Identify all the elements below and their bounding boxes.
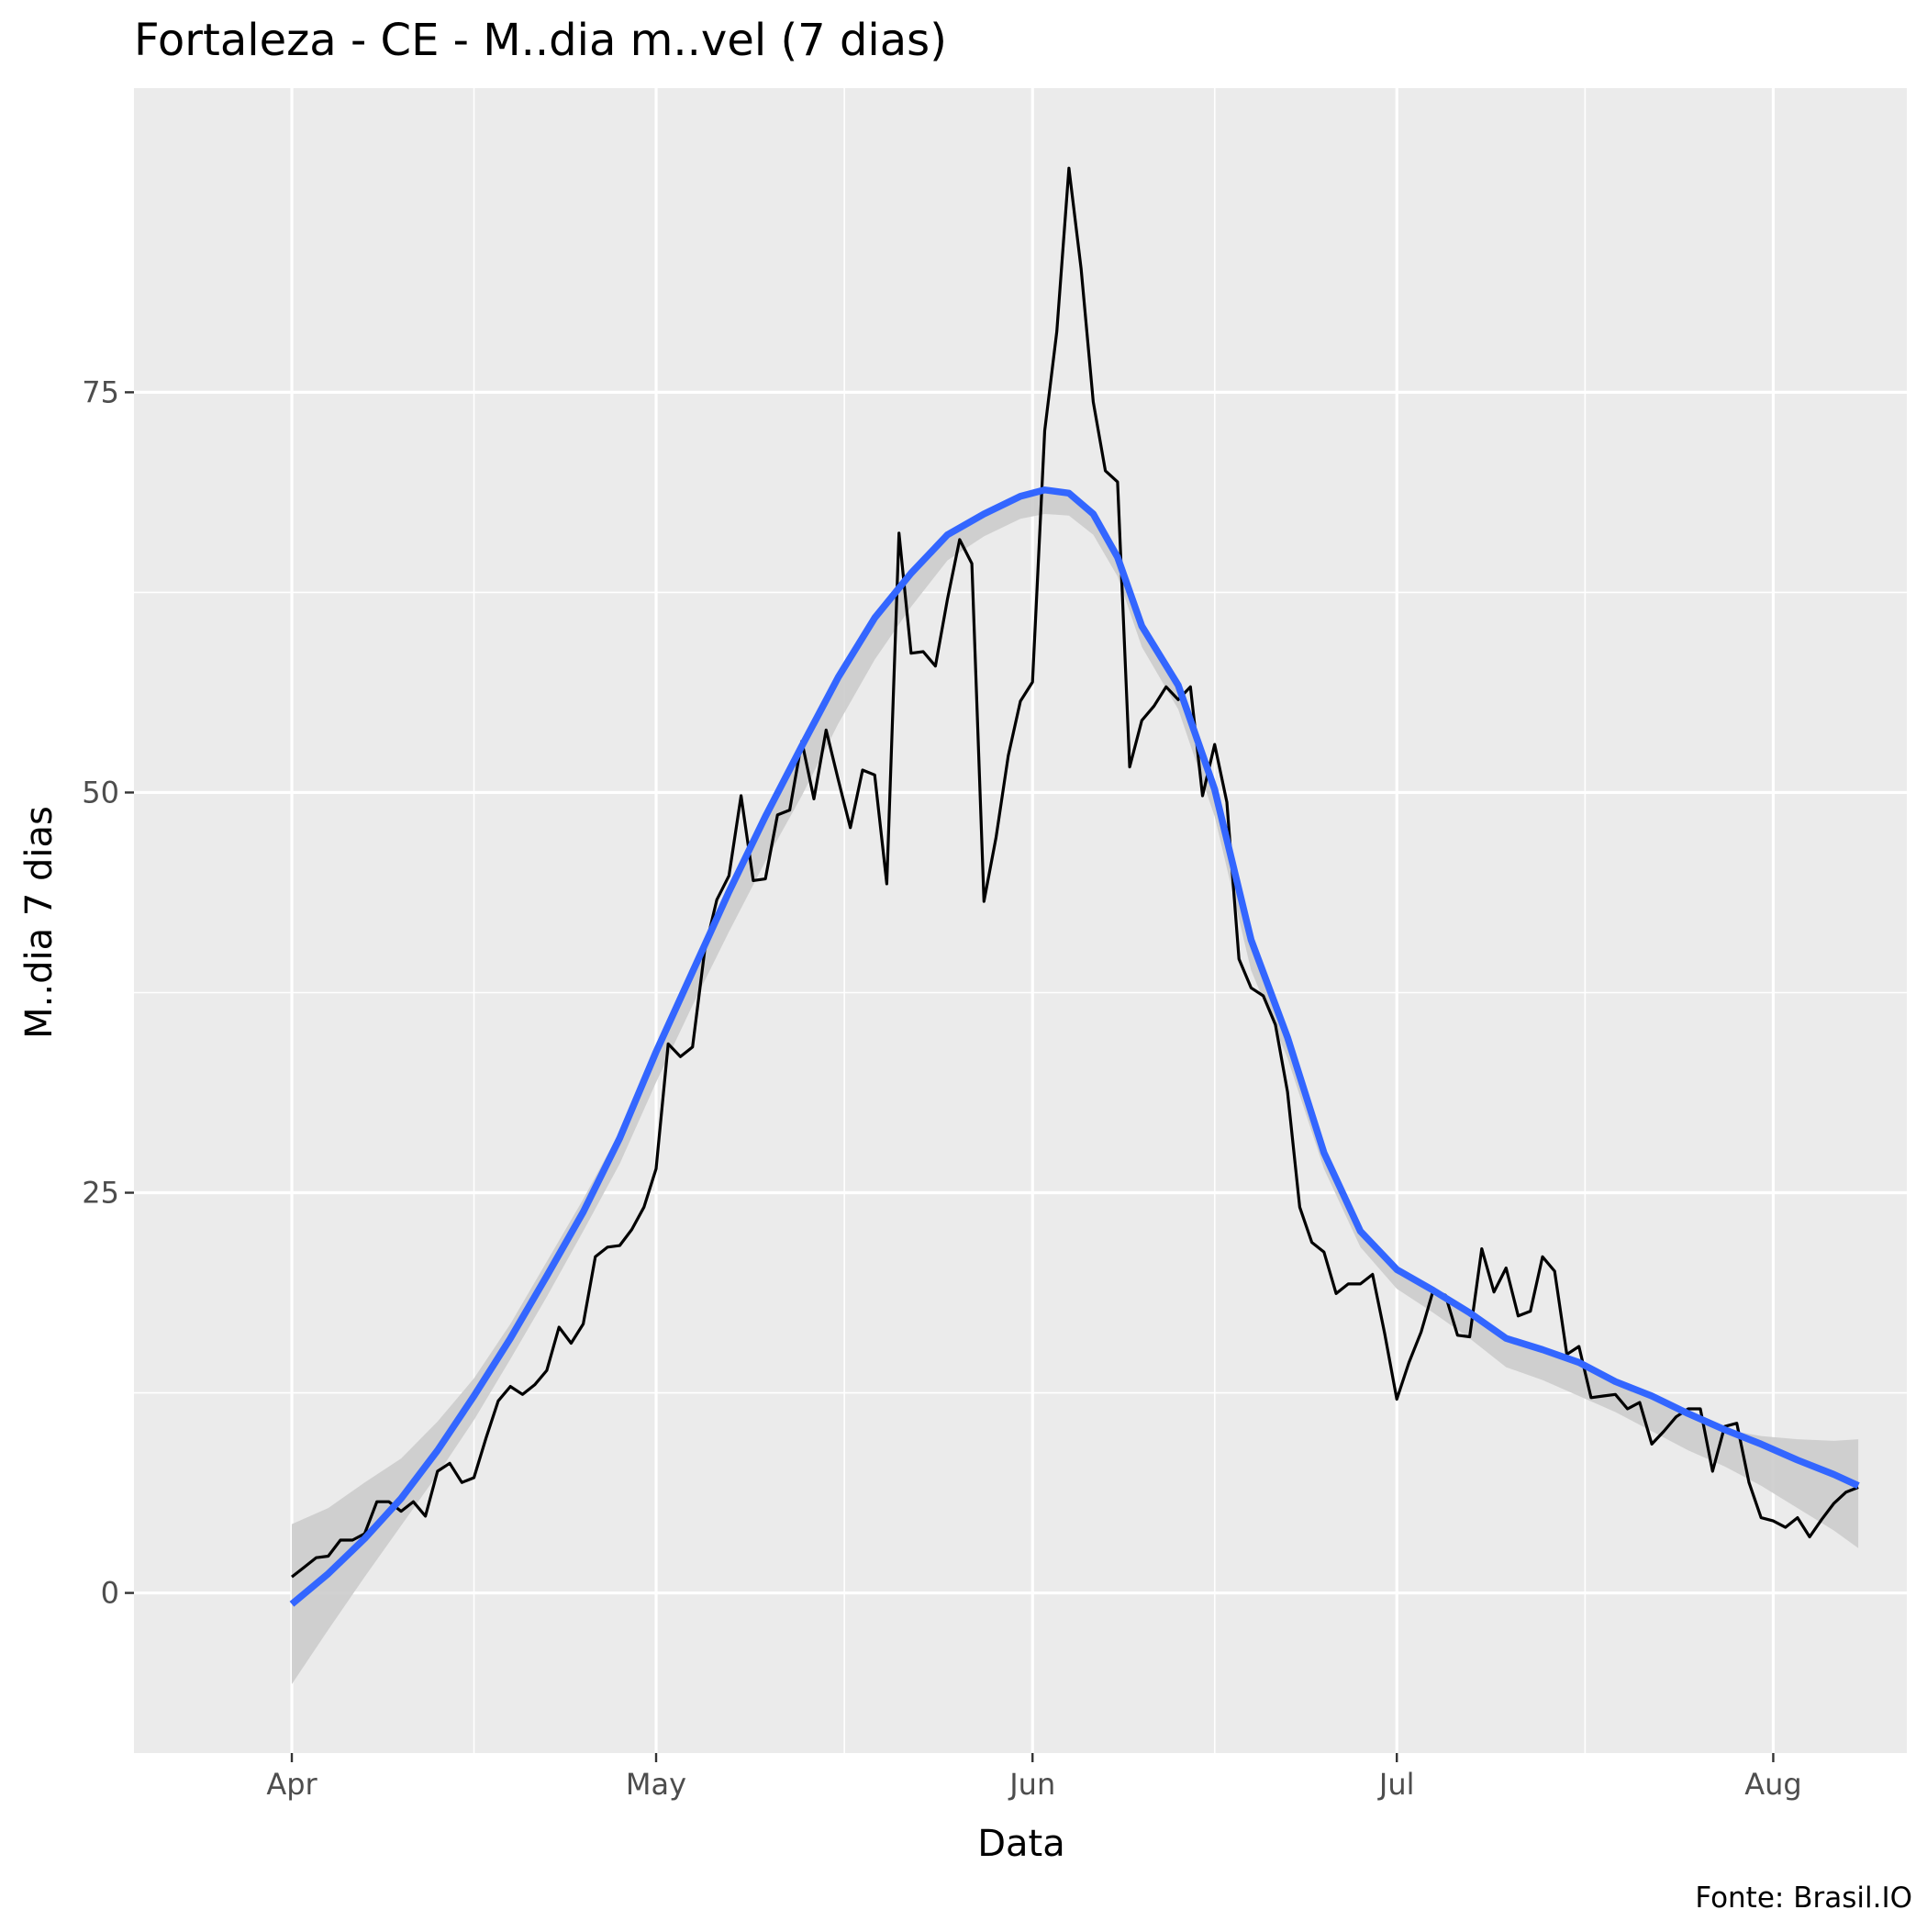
x-axis-title: Data bbox=[977, 1823, 1065, 1865]
smooth-trend-line bbox=[289, 486, 1860, 1607]
y-tick-label: 25 bbox=[82, 1176, 119, 1211]
chart-title: Fortaleza - CE - M..dia m..vel (7 dias) bbox=[134, 15, 947, 66]
y-axis-title: M..dia 7 dias bbox=[18, 806, 61, 1039]
caption: Fonte: Brasil.IO bbox=[1695, 1882, 1912, 1915]
x-tick-label: Jun bbox=[1008, 1767, 1055, 1802]
moving-average-line bbox=[291, 166, 1859, 1579]
data-lines bbox=[289, 166, 1860, 1607]
y-tick-label: 50 bbox=[82, 775, 119, 810]
y-tick-label: 75 bbox=[82, 374, 119, 409]
y-tick-label: 0 bbox=[101, 1576, 119, 1611]
x-tick-label: Jul bbox=[1377, 1767, 1415, 1802]
y-axis: 0 25 50 75 bbox=[82, 374, 134, 1611]
x-axis: Apr May Jun Jul Aug bbox=[266, 1753, 1802, 1802]
x-tick-label: Aug bbox=[1744, 1767, 1801, 1802]
x-tick-label: Apr bbox=[266, 1767, 317, 1802]
x-tick-label: May bbox=[626, 1767, 686, 1802]
